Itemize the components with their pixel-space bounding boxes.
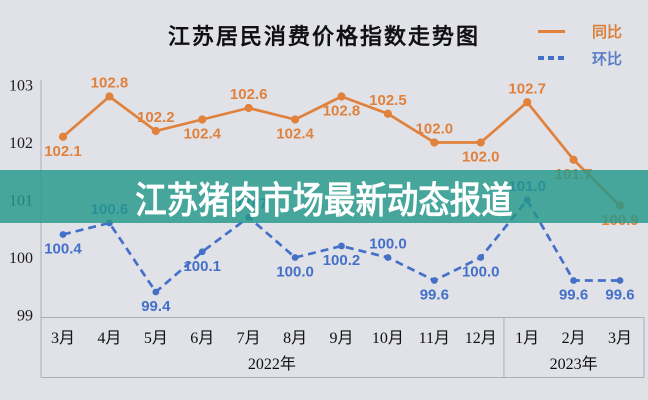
x-tick-label: 7月 [237,330,261,347]
data-point [430,277,438,284]
data-label: 102.5 [369,92,407,109]
data-point [430,138,439,147]
data-label: 102.8 [323,103,361,120]
x-tick-label: 6月 [190,330,214,347]
news-banner: 江苏猪肉市场最新动态报道 [0,170,648,223]
data-label: 100.0 [462,264,500,281]
x-tick-label: 3月 [608,330,632,347]
data-point [59,231,67,238]
data-point [383,109,393,118]
banner-text: 江苏猪肉市场最新动态报道 [135,179,513,221]
x-tick-label: 1月 [515,330,539,347]
data-point [151,126,160,136]
data-label: 102.0 [416,121,454,138]
x-tick-label: 5月 [144,330,168,347]
data-label: 100.0 [276,264,314,281]
data-label: 102.4 [276,126,314,143]
data-point [198,248,206,256]
data-point [152,288,160,296]
data-label: 102.2 [137,109,175,126]
data-label: 100.4 [44,241,82,258]
data-point [105,92,114,101]
data-label: 100.1 [183,258,221,275]
data-label: 99.6 [420,287,449,304]
data-label: 99.6 [605,287,634,304]
data-label: 102.0 [462,149,500,166]
data-point [58,132,68,141]
x-tick-label: 3月 [51,330,75,347]
legend-label-mom: 环比 [592,50,623,68]
solid-line-swatch [538,29,565,33]
data-label: 102.8 [91,75,129,92]
data-point [476,138,485,147]
data-label: 102.4 [183,126,221,143]
data-point [570,277,577,284]
x-tick-label: 9月 [329,330,353,347]
y-tick-label: 103 [9,78,33,95]
data-point [384,254,392,261]
data-point [338,242,345,250]
data-label: 99.6 [559,287,588,304]
x-tick-label: 2月 [562,330,586,347]
data-label: 99.4 [141,298,171,315]
chart-title: 江苏居民消费价格指数走势图 [167,24,480,49]
x-tick-label: 12月 [465,330,497,347]
data-point [569,155,578,164]
data-point [616,277,624,284]
data-label: 100.0 [369,236,407,253]
y-tick-label: 100 [9,250,33,267]
data-label: 102.1 [44,143,82,160]
year-label: 2022年 [248,355,296,373]
data-point [523,98,532,107]
data-point [337,92,346,101]
data-label: 102.6 [230,86,268,103]
data-point [198,115,207,124]
x-tick-label: 8月 [283,330,307,347]
data-point [244,103,253,113]
year-label: 2023年 [550,355,598,373]
legend-item-mom: 环比 [538,49,623,68]
x-tick-label: 10月 [372,330,404,347]
data-point [291,254,299,261]
y-tick-label: 99 [17,308,33,325]
data-label: 100.2 [323,252,361,269]
y-tick-label: 102 [9,135,33,152]
x-tick-label: 11月 [419,330,450,347]
data-label: 102.7 [508,80,546,97]
data-point [477,254,485,261]
legend-label-yoy: 同比 [592,23,623,41]
legend-item-yoy: 同比 [538,22,623,41]
data-point [290,115,300,124]
dashed-line-swatch [538,56,565,60]
chart-legend: 同比 环比 [538,22,622,76]
x-tick-label: 4月 [97,330,121,347]
